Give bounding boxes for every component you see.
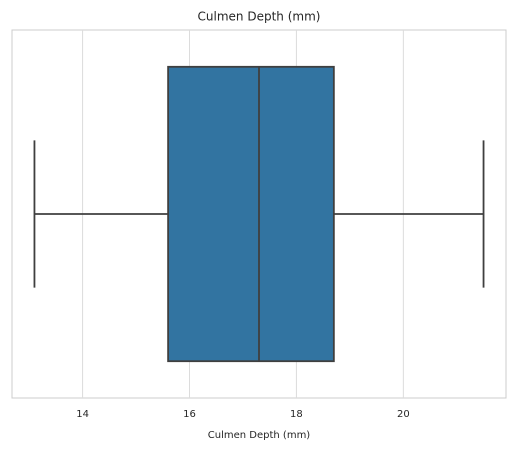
x-tick-label: 16 — [183, 409, 196, 420]
x-tick-label: 20 — [397, 409, 410, 420]
box — [167, 65, 335, 363]
chart-title: Culmen Depth (mm) — [198, 10, 321, 24]
x-axis-label: Culmen Depth (mm) — [208, 430, 311, 441]
x-tick-label: 18 — [290, 409, 303, 420]
box-plot — [33, 65, 485, 363]
x-tick-label: 14 — [76, 409, 89, 420]
